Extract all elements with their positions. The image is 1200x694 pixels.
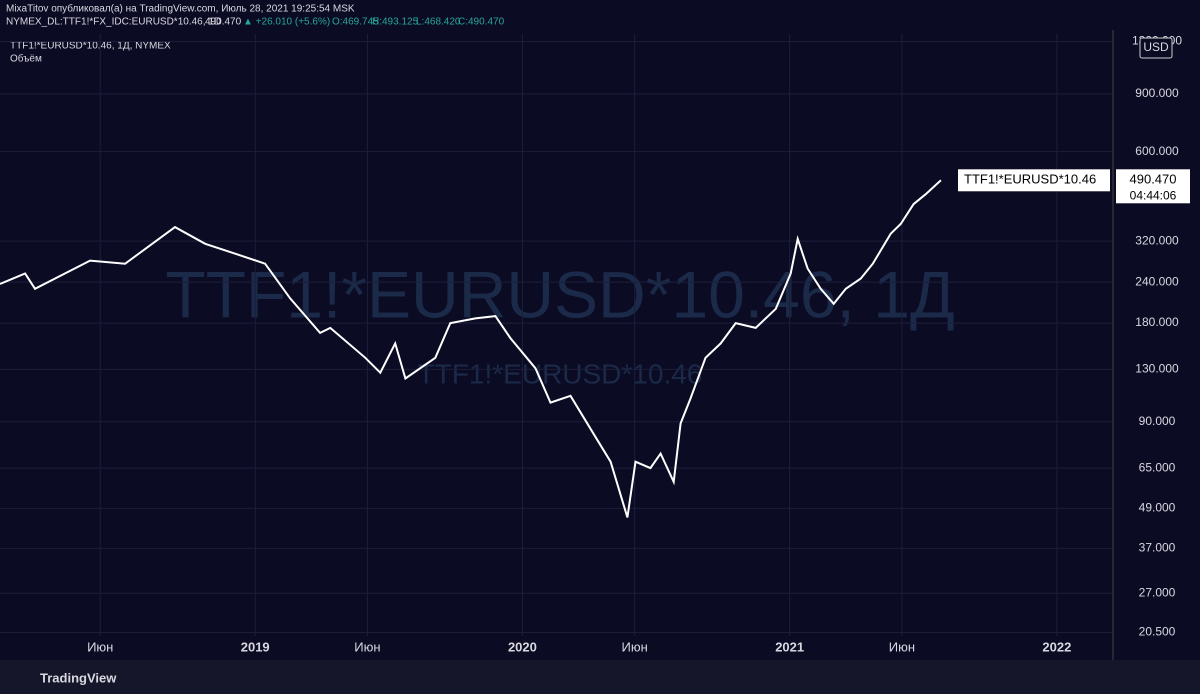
y-tick-label: 900.000 bbox=[1135, 86, 1179, 100]
publisher: MixaTitov опубликовал(а) на TradingView.… bbox=[6, 3, 355, 15]
high: H:493.125 bbox=[372, 17, 419, 28]
chart-title: TTF1!*EURUSD*10.46, 1Д, NYMEX bbox=[10, 41, 171, 52]
y-tick-label: 180.000 bbox=[1135, 315, 1179, 329]
price-name: TTF1!*EURUSD*10.46 bbox=[964, 172, 1096, 187]
price-label: 490.470 bbox=[1130, 172, 1177, 187]
x-tick-label: 2021 bbox=[775, 639, 804, 654]
x-tick-label: 2022 bbox=[1042, 639, 1071, 654]
chart-subtitle: Объём bbox=[10, 53, 42, 65]
y-tick-label: 90.000 bbox=[1139, 414, 1176, 428]
y-tick-label: 37.000 bbox=[1139, 541, 1176, 555]
y-tick-label: 240.000 bbox=[1135, 274, 1179, 288]
price-line bbox=[0, 179, 942, 518]
price-box bbox=[1116, 169, 1190, 204]
y-tick-label: 130.000 bbox=[1135, 362, 1179, 376]
y-tick-label: 65.000 bbox=[1139, 460, 1176, 474]
x-tick-label: Июн bbox=[622, 639, 648, 654]
last: 490.470 bbox=[205, 17, 242, 28]
symbol: NYMEX_DL:TTF1!*FX_IDC:EURUSD*10.46, 1D bbox=[6, 17, 221, 28]
change: ▲ +26.010 (+5.6%) bbox=[243, 17, 330, 28]
name-box bbox=[958, 169, 1110, 192]
x-tick-label: 2019 bbox=[241, 639, 270, 654]
footer-bar bbox=[0, 660, 1200, 694]
x-tick-label: Июн bbox=[354, 639, 380, 654]
x-tick-label: Июн bbox=[87, 639, 113, 654]
watermark-small: TTF1!*EURUSD*10.46 bbox=[418, 358, 703, 389]
x-tick-label: 2020 bbox=[508, 639, 537, 654]
x-tick-label: Июн bbox=[889, 639, 915, 654]
y-tick-label: 600.000 bbox=[1135, 144, 1179, 158]
y-tick-label: 49.000 bbox=[1139, 501, 1176, 515]
low: L:468.420 bbox=[416, 17, 461, 28]
countdown: 04:44:06 bbox=[1130, 188, 1177, 202]
open: O:469.745 bbox=[332, 17, 379, 28]
watermark: TTF1!*EURUSD*10.46, 1Д bbox=[165, 257, 954, 331]
close: C:490.470 bbox=[458, 17, 505, 28]
currency: USD bbox=[1143, 40, 1169, 54]
y-tick-label: 320.000 bbox=[1135, 233, 1179, 247]
brand: TradingView bbox=[40, 670, 117, 685]
y-tick-label: 27.000 bbox=[1139, 585, 1176, 599]
y-tick-label: 20.500 bbox=[1139, 625, 1176, 639]
currency-box bbox=[1139, 37, 1173, 59]
